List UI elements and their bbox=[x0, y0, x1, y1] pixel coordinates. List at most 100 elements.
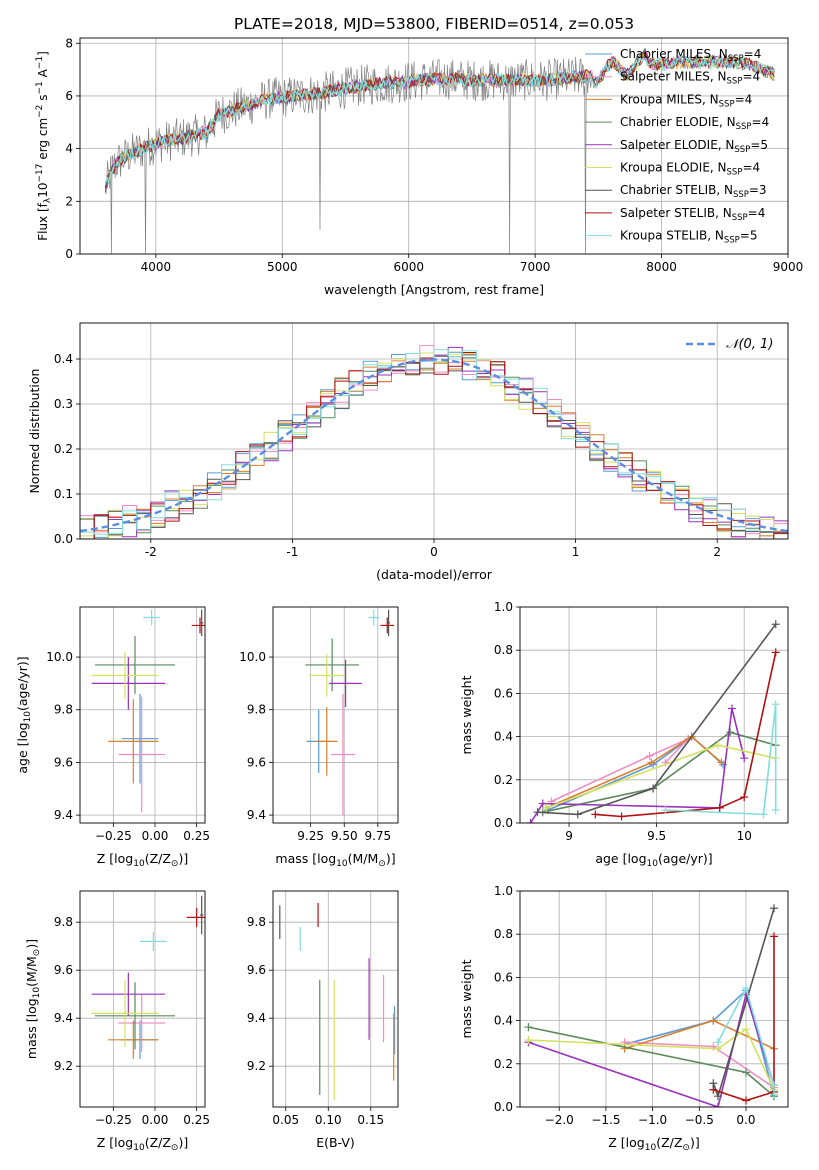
gaussian-curve bbox=[80, 358, 788, 533]
x-tick-label: −1.0 bbox=[638, 1113, 667, 1127]
x-tick-label: 9.5 bbox=[647, 829, 666, 843]
errorbars bbox=[279, 903, 396, 1100]
series-marker bbox=[709, 1016, 718, 1025]
axes-frame bbox=[79, 606, 206, 824]
y-tick-label: 0.2 bbox=[494, 773, 513, 787]
y-tick-label: 9.4 bbox=[54, 808, 73, 822]
x-tick-label: 4000 bbox=[141, 260, 172, 274]
y-tick-label: 0.4 bbox=[54, 352, 73, 366]
series-marker bbox=[741, 1068, 750, 1077]
series-marker bbox=[713, 741, 722, 750]
x-tick-label: 9000 bbox=[773, 260, 804, 274]
spectrum-panel: 4000 5000 6000 7000 8000 9000 0 2 4 6 8 wavelength … bbox=[35, 36, 803, 297]
series-marker bbox=[771, 806, 780, 815]
series-marker bbox=[769, 904, 778, 913]
series-marker bbox=[726, 728, 735, 737]
series-marker bbox=[524, 1036, 533, 1045]
series-lines bbox=[524, 904, 778, 1107]
series-line bbox=[713, 936, 775, 1102]
series-marker bbox=[647, 758, 656, 767]
y-tick-label: 0.8 bbox=[494, 927, 513, 941]
x-tick-label: 8000 bbox=[646, 260, 677, 274]
y-tick-label: 0.8 bbox=[494, 643, 513, 657]
legend-label: Chabrier MILES, NSSP=4 bbox=[620, 47, 761, 64]
y-tick-label: 9.4 bbox=[247, 808, 266, 822]
series-line bbox=[717, 986, 775, 1094]
axes-frame bbox=[79, 890, 206, 1108]
legend-label: Salpeter STELIB, NSSP=4 bbox=[620, 206, 765, 223]
x-tick-label: 0 bbox=[430, 545, 438, 559]
series-line bbox=[547, 735, 724, 811]
y-tick-label: 0.1 bbox=[54, 487, 73, 501]
series-line bbox=[529, 708, 745, 823]
series-marker bbox=[769, 1081, 778, 1090]
series-marker bbox=[526, 819, 535, 823]
x-axis-label: wavelength [Angstrom, rest frame] bbox=[324, 282, 544, 297]
x-axis-label: Z [log10​(Z/Z⊙​)] bbox=[97, 1135, 188, 1153]
series-line bbox=[528, 991, 775, 1107]
x-tick-label: 0.00 bbox=[142, 829, 169, 843]
series-marker bbox=[573, 810, 582, 819]
x-tick-label: −1.5 bbox=[591, 1113, 620, 1127]
x-tick-label: 7000 bbox=[520, 260, 551, 274]
y-axis-label: mass [log10​(M/M⊙​)] bbox=[24, 939, 42, 1059]
series-marker bbox=[740, 754, 749, 763]
y-tick-label: 0.2 bbox=[54, 442, 73, 456]
x-tick-label: 0.25 bbox=[183, 1113, 210, 1127]
y-axis-label: Normed distribution bbox=[27, 369, 42, 494]
y-axis-label: age [log10​(age/yr)] bbox=[15, 656, 33, 773]
y-tick-label: 9.2 bbox=[54, 1059, 73, 1073]
legend-label: Kroupa ELODIE, NSSP=4 bbox=[620, 161, 760, 178]
y-tick-label: 10.0 bbox=[46, 650, 73, 664]
x-tick-label: −0.5 bbox=[685, 1113, 714, 1127]
y-tick-label: 9.8 bbox=[247, 915, 266, 929]
model-line bbox=[104, 49, 775, 189]
series-marker bbox=[740, 793, 749, 802]
x-tick-label: 0.05 bbox=[272, 1113, 299, 1127]
series-line bbox=[537, 623, 777, 816]
axes-frame bbox=[519, 606, 789, 824]
series-marker bbox=[741, 984, 750, 993]
errorbars bbox=[305, 609, 394, 816]
y-tick-label: 9.8 bbox=[54, 703, 73, 717]
series-marker bbox=[538, 799, 547, 808]
axes-frame bbox=[519, 890, 789, 1108]
x-axis-label: Z [log10​(Z/Z⊙​)] bbox=[608, 1135, 699, 1153]
series-marker bbox=[769, 932, 778, 941]
axes-frame bbox=[272, 606, 399, 824]
series-marker bbox=[715, 803, 724, 812]
y-tick-label: 9.2 bbox=[247, 1059, 266, 1073]
x-tick-label: −2.0 bbox=[545, 1113, 574, 1127]
y-tick-label: 8 bbox=[65, 36, 73, 50]
series-marker bbox=[713, 1092, 722, 1101]
series-marker bbox=[661, 806, 670, 815]
series-marker bbox=[741, 1096, 750, 1105]
y-tick-label: 9.8 bbox=[247, 703, 266, 717]
x-tick-label: 9.75 bbox=[364, 829, 391, 843]
y-tick-label: 0.2 bbox=[494, 1057, 513, 1071]
x-tick-label: -2 bbox=[145, 545, 157, 559]
series-line bbox=[551, 738, 689, 803]
errorbars bbox=[91, 609, 205, 813]
y-tick-label: 0.6 bbox=[494, 970, 513, 984]
x-tick-label: 9 bbox=[565, 829, 573, 843]
series-marker bbox=[709, 1085, 718, 1094]
y-tick-label: 0.0 bbox=[54, 532, 73, 546]
x-tick-label: 1 bbox=[572, 545, 580, 559]
y-tick-label: 0 bbox=[65, 247, 73, 261]
massweight_vs_Z-panel: −2.0 −1.5 −1.0 −0.5 0.0 0.0 0.2 0.4 0.6 0.8 1.0 Z [… bbox=[459, 884, 789, 1153]
y-axis-label: Flux [fλ​10−17​ erg cm−2​ s−1​ A−1​] bbox=[35, 51, 53, 241]
x-tick-label: 0.0 bbox=[736, 1113, 755, 1127]
series-marker bbox=[713, 1103, 722, 1107]
y-tick-label: 0.6 bbox=[494, 686, 513, 700]
model-line bbox=[104, 53, 775, 186]
x-tick-label: 10 bbox=[737, 829, 752, 843]
errorbars bbox=[91, 895, 205, 1059]
legend-label: 𝒩(0, 1) bbox=[726, 337, 773, 352]
x-tick-label: 0.10 bbox=[315, 1113, 342, 1127]
y-tick-label: 9.6 bbox=[247, 755, 266, 769]
legend-label: Kroupa MILES, NSSP=4 bbox=[620, 92, 752, 109]
series-marker bbox=[771, 648, 780, 657]
y-tick-label: 0.4 bbox=[494, 1014, 513, 1028]
